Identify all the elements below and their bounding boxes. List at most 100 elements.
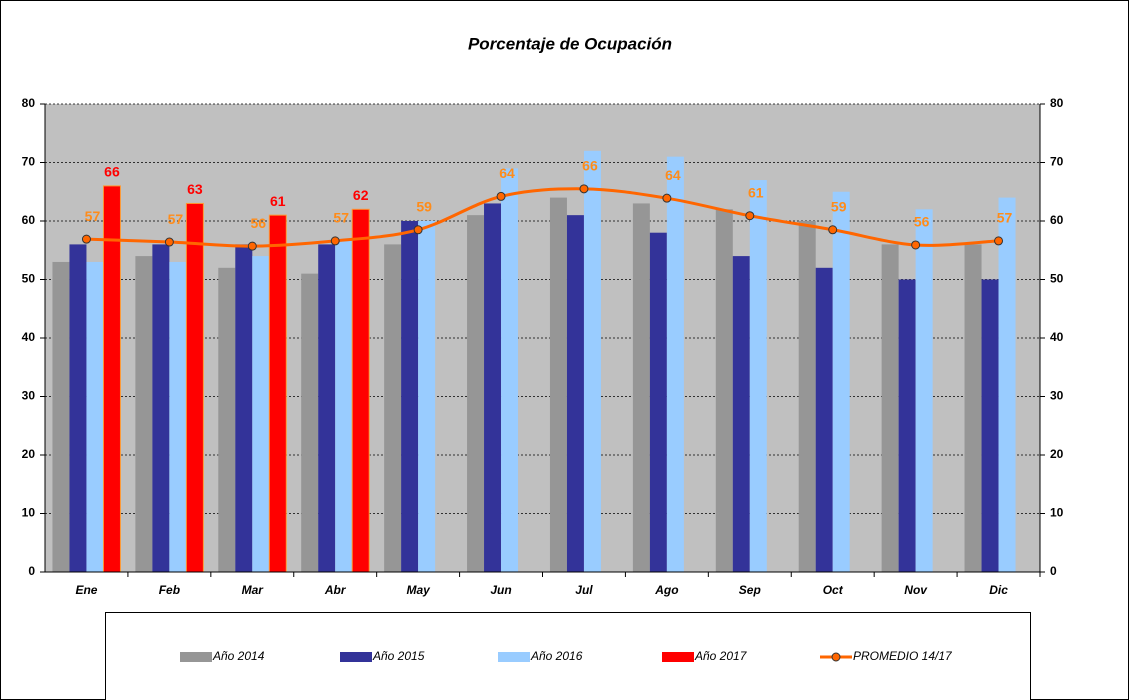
bar	[152, 244, 170, 572]
legend-swatch	[831, 652, 841, 662]
data-label: 59	[416, 198, 432, 214]
bar	[169, 261, 187, 572]
y-tick-label: 50	[22, 272, 36, 286]
x-tick-label: Sep	[739, 583, 761, 597]
legend-label: Año 2015	[372, 649, 425, 663]
data-label: 63	[187, 181, 203, 197]
bar	[666, 156, 684, 572]
x-tick-label: Ene	[75, 583, 97, 597]
bar	[501, 168, 519, 572]
bar	[566, 215, 584, 572]
bar	[715, 209, 733, 573]
bar	[185, 202, 204, 573]
bar	[52, 261, 70, 572]
x-tick-label: May	[406, 583, 431, 597]
bar	[467, 215, 485, 572]
data-label: 61	[748, 184, 764, 200]
bar	[335, 238, 353, 573]
line-marker	[164, 237, 174, 247]
bar	[484, 203, 502, 572]
x-tick-label: Nov	[904, 583, 928, 597]
line-marker	[828, 225, 838, 235]
bar	[301, 273, 319, 572]
line-marker	[247, 241, 257, 251]
line-marker	[330, 236, 340, 246]
x-tick-label: Dic	[989, 583, 1008, 597]
bar	[69, 244, 87, 572]
data-label: 57	[333, 210, 349, 226]
data-label: 66	[104, 164, 120, 180]
line-marker	[81, 234, 91, 244]
legend-box	[105, 612, 1031, 700]
x-tick-label: Oct	[823, 583, 844, 597]
data-label: 61	[270, 193, 286, 209]
x-tick-label: Ago	[654, 583, 678, 597]
y-tick-label: 0	[28, 564, 35, 578]
bar	[102, 185, 121, 573]
bar	[268, 214, 287, 573]
bar	[252, 256, 270, 572]
data-label: 57	[997, 210, 1013, 226]
line-marker	[745, 211, 755, 221]
bar	[649, 232, 667, 572]
y2-tick-label: 60	[1050, 213, 1064, 227]
bar	[318, 244, 336, 572]
bar	[898, 279, 916, 572]
legend-label: Año 2016	[530, 649, 583, 663]
x-tick-label: Jul	[575, 583, 593, 597]
bar	[915, 209, 933, 573]
line-marker	[662, 193, 672, 203]
bar	[86, 261, 104, 572]
chart-title: Porcentaje de Ocupación	[468, 34, 672, 53]
data-label: 56	[251, 215, 267, 231]
line-marker	[579, 184, 589, 194]
y2-tick-label: 20	[1050, 447, 1064, 461]
line-marker	[413, 225, 423, 235]
x-tick-label: Feb	[159, 583, 180, 597]
y2-tick-label: 50	[1050, 272, 1064, 286]
bar	[235, 244, 253, 572]
line-marker	[496, 191, 506, 201]
y-tick-label: 70	[22, 155, 36, 169]
line-marker	[911, 240, 921, 250]
data-label: 57	[168, 211, 184, 227]
data-label: 64	[499, 165, 515, 181]
y2-tick-label: 30	[1050, 389, 1064, 403]
bar	[981, 279, 999, 572]
y-tick-label: 60	[22, 213, 36, 227]
data-label: 66	[582, 158, 598, 174]
bar	[964, 244, 982, 572]
y2-tick-label: 40	[1050, 330, 1064, 344]
legend-swatch	[662, 652, 694, 662]
bar	[998, 197, 1016, 572]
data-label: 64	[665, 167, 681, 183]
y-tick-label: 80	[22, 96, 36, 110]
bar	[583, 150, 601, 573]
y2-tick-label: 10	[1050, 506, 1064, 520]
bar	[135, 256, 153, 572]
y-tick-label: 20	[22, 447, 36, 461]
data-label: 62	[353, 187, 369, 203]
legend-swatch	[340, 652, 372, 662]
bar	[815, 267, 833, 572]
bar	[418, 221, 436, 572]
legend-label: Año 2014	[212, 649, 265, 663]
y2-tick-label: 80	[1050, 96, 1064, 110]
legend-label: Año 2017	[694, 649, 748, 663]
data-label: 59	[831, 198, 847, 214]
bar	[749, 180, 767, 573]
legend-label: PROMEDIO 14/17	[853, 649, 953, 663]
data-label: 56	[914, 214, 930, 230]
bar	[798, 221, 816, 572]
line-marker	[994, 236, 1004, 246]
x-tick-label: Abr	[324, 583, 347, 597]
x-tick-label: Jun	[490, 583, 511, 597]
y2-tick-label: 0	[1050, 564, 1057, 578]
bar	[218, 267, 236, 572]
line	[86, 187, 999, 248]
y-tick-label: 40	[22, 330, 36, 344]
bar	[351, 208, 370, 573]
data-label: 57	[85, 208, 101, 224]
legend-swatch	[498, 652, 530, 662]
